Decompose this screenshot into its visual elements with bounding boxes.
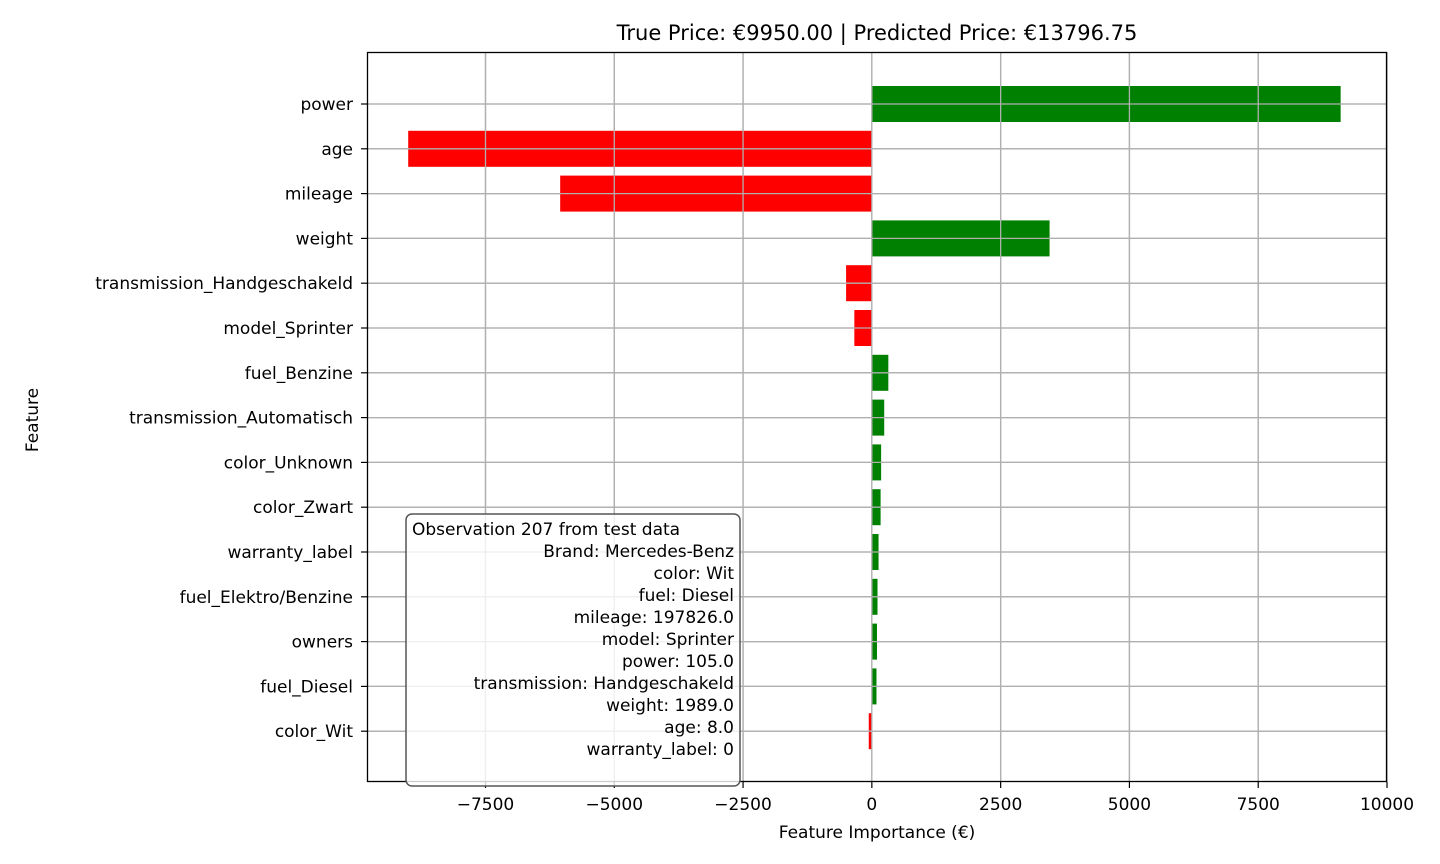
y-tick-label: owners bbox=[292, 633, 354, 653]
x-tick-label: −7500 bbox=[457, 795, 515, 815]
observation-line: color: Wit bbox=[653, 564, 734, 584]
y-axis-label: Feature bbox=[23, 388, 43, 452]
observation-line: model: Sprinter bbox=[602, 630, 734, 650]
x-axis-label: Feature Importance (€) bbox=[779, 823, 976, 843]
observation-line: Observation 207 from test data bbox=[412, 520, 680, 540]
y-tick-label: fuel_Elektro/Benzine bbox=[180, 588, 353, 608]
ticks-layer: −7500 −5000 −2500 0 2500 5000 7500 10000 power ag… bbox=[95, 95, 1414, 815]
observation-line: fuel: Diesel bbox=[639, 586, 734, 606]
x-tick-label: 0 bbox=[866, 795, 877, 815]
x-tick-label: 7500 bbox=[1237, 795, 1280, 815]
observation-line: age: 8.0 bbox=[664, 718, 734, 738]
y-tick-label: color_Zwart bbox=[253, 498, 353, 518]
y-tick-label: color_Unknown bbox=[224, 453, 353, 473]
plot-frame bbox=[366, 51, 1388, 783]
y-tick-label: weight bbox=[296, 229, 354, 249]
x-tick-label: −2500 bbox=[714, 795, 772, 815]
y-tick-label: fuel_Diesel bbox=[260, 677, 353, 697]
observation-line: power: 105.0 bbox=[622, 652, 734, 672]
x-tick-label: 5000 bbox=[1108, 795, 1151, 815]
observation-line: weight: 1989.0 bbox=[606, 696, 734, 716]
y-tick-label: fuel_Benzine bbox=[245, 364, 353, 384]
observation-box-frame bbox=[405, 513, 741, 787]
y-tick-label: warranty_label bbox=[227, 543, 353, 563]
observation-line: mileage: 197826.0 bbox=[574, 608, 734, 628]
y-tick-label: age bbox=[321, 140, 353, 160]
y-tick-label: mileage bbox=[285, 185, 353, 205]
observation-line: warranty_label: 0 bbox=[587, 740, 734, 760]
y-tick-label: model_Sprinter bbox=[223, 319, 353, 339]
x-tick-label: −5000 bbox=[586, 795, 644, 815]
observation-line: Brand: Mercedes-Benz bbox=[543, 542, 734, 562]
y-tick-label: transmission_Automatisch bbox=[129, 409, 353, 429]
chart-title: True Price: €9950.00 | Predicted Price: … bbox=[616, 21, 1138, 46]
x-tick-label: 2500 bbox=[979, 795, 1022, 815]
observation-line: transmission: Handgeschakeld bbox=[474, 674, 734, 694]
x-tick-label: 10000 bbox=[1360, 795, 1414, 815]
y-tick-label: power bbox=[300, 95, 353, 115]
y-tick-label: transmission_Handgeschakeld bbox=[95, 274, 353, 294]
y-tick-label: color_Wit bbox=[275, 722, 354, 742]
